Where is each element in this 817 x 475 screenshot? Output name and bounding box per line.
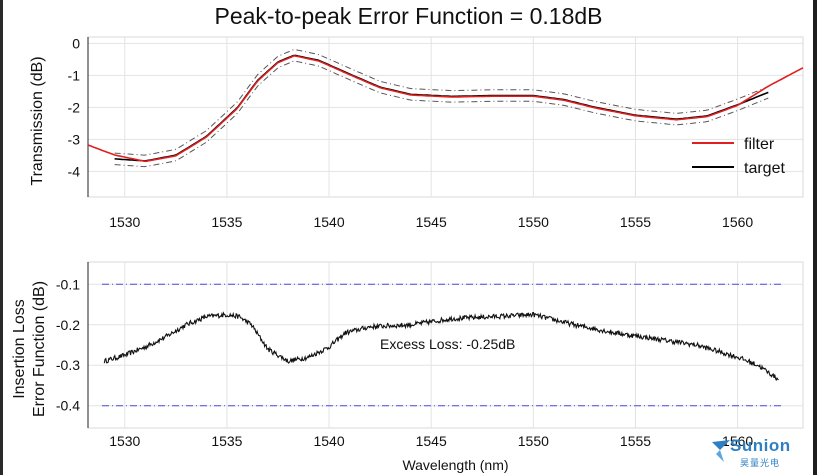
y-axis-label-line-1: Insertion Loss [11,299,28,399]
x-tick-label: 1550 [518,214,549,230]
y-tick-label: -4 [68,163,81,179]
y-tick-label: -3 [68,131,81,147]
series-filter-line [87,54,804,163]
y-tick-label: -0.1 [56,276,80,292]
legend-filter-label: filter [744,136,775,153]
x-tick-label: 1530 [109,433,140,449]
tolerance-upper-line [114,49,769,156]
y-tick-label: 0 [72,35,80,51]
logo-mark-icon [712,440,730,462]
x-tick-label: 1555 [620,214,651,230]
y-tick-label: -0.2 [56,317,80,333]
x-tick-label: 1545 [416,433,447,449]
series-target-line [114,54,769,162]
x-tick-label: 1545 [416,214,447,230]
x-tick-label: 1535 [211,433,242,449]
x-axis-label: Wavelength (nm) [402,457,508,473]
y-tick-label: -2 [68,99,81,115]
legend-target-label: target [744,160,785,177]
logo-subtext: 昊量光电 [740,458,781,468]
y-tick-label: -0.3 [56,357,80,373]
x-tick-label: 1560 [722,214,753,230]
brand-logo: Sunion 昊量光电 [706,436,806,472]
x-tick-label: 1560 [722,433,753,449]
series-error-line [103,311,779,382]
x-tick-label: 1540 [313,433,344,449]
y-tick-label: -1 [68,67,81,83]
x-tick-label: 1555 [620,433,651,449]
top-plot: 1530 1535 1540 1545 1550 1555 1560 0 -1 -2 -3 -4 Tra… [29,35,804,230]
excess-loss-annotation: Excess Loss: -0.25dB [380,336,515,352]
y-tick-label: -0.4 [56,398,80,414]
bottom-plot: 1530 1535 1540 1545 1550 1555 1560 -0.1 -0.2 -0.3… [11,261,804,473]
logo-text: Sunion [730,436,791,455]
legend: filter target [692,136,785,177]
tolerance-lower-line [114,60,769,168]
x-tick-label: 1540 [313,214,344,230]
x-tick-label: 1530 [109,214,140,230]
y-axis-label: Transmission (dB) [29,56,46,185]
left-border [0,0,3,475]
x-tick-label: 1535 [211,214,242,230]
x-tick-label: 1550 [518,433,549,449]
right-border [813,0,817,475]
y-axis-label-line-2: Error Function (dB) [31,281,48,417]
chart-title: Peak-to-peak Error Function = 0.18dB [214,3,603,29]
